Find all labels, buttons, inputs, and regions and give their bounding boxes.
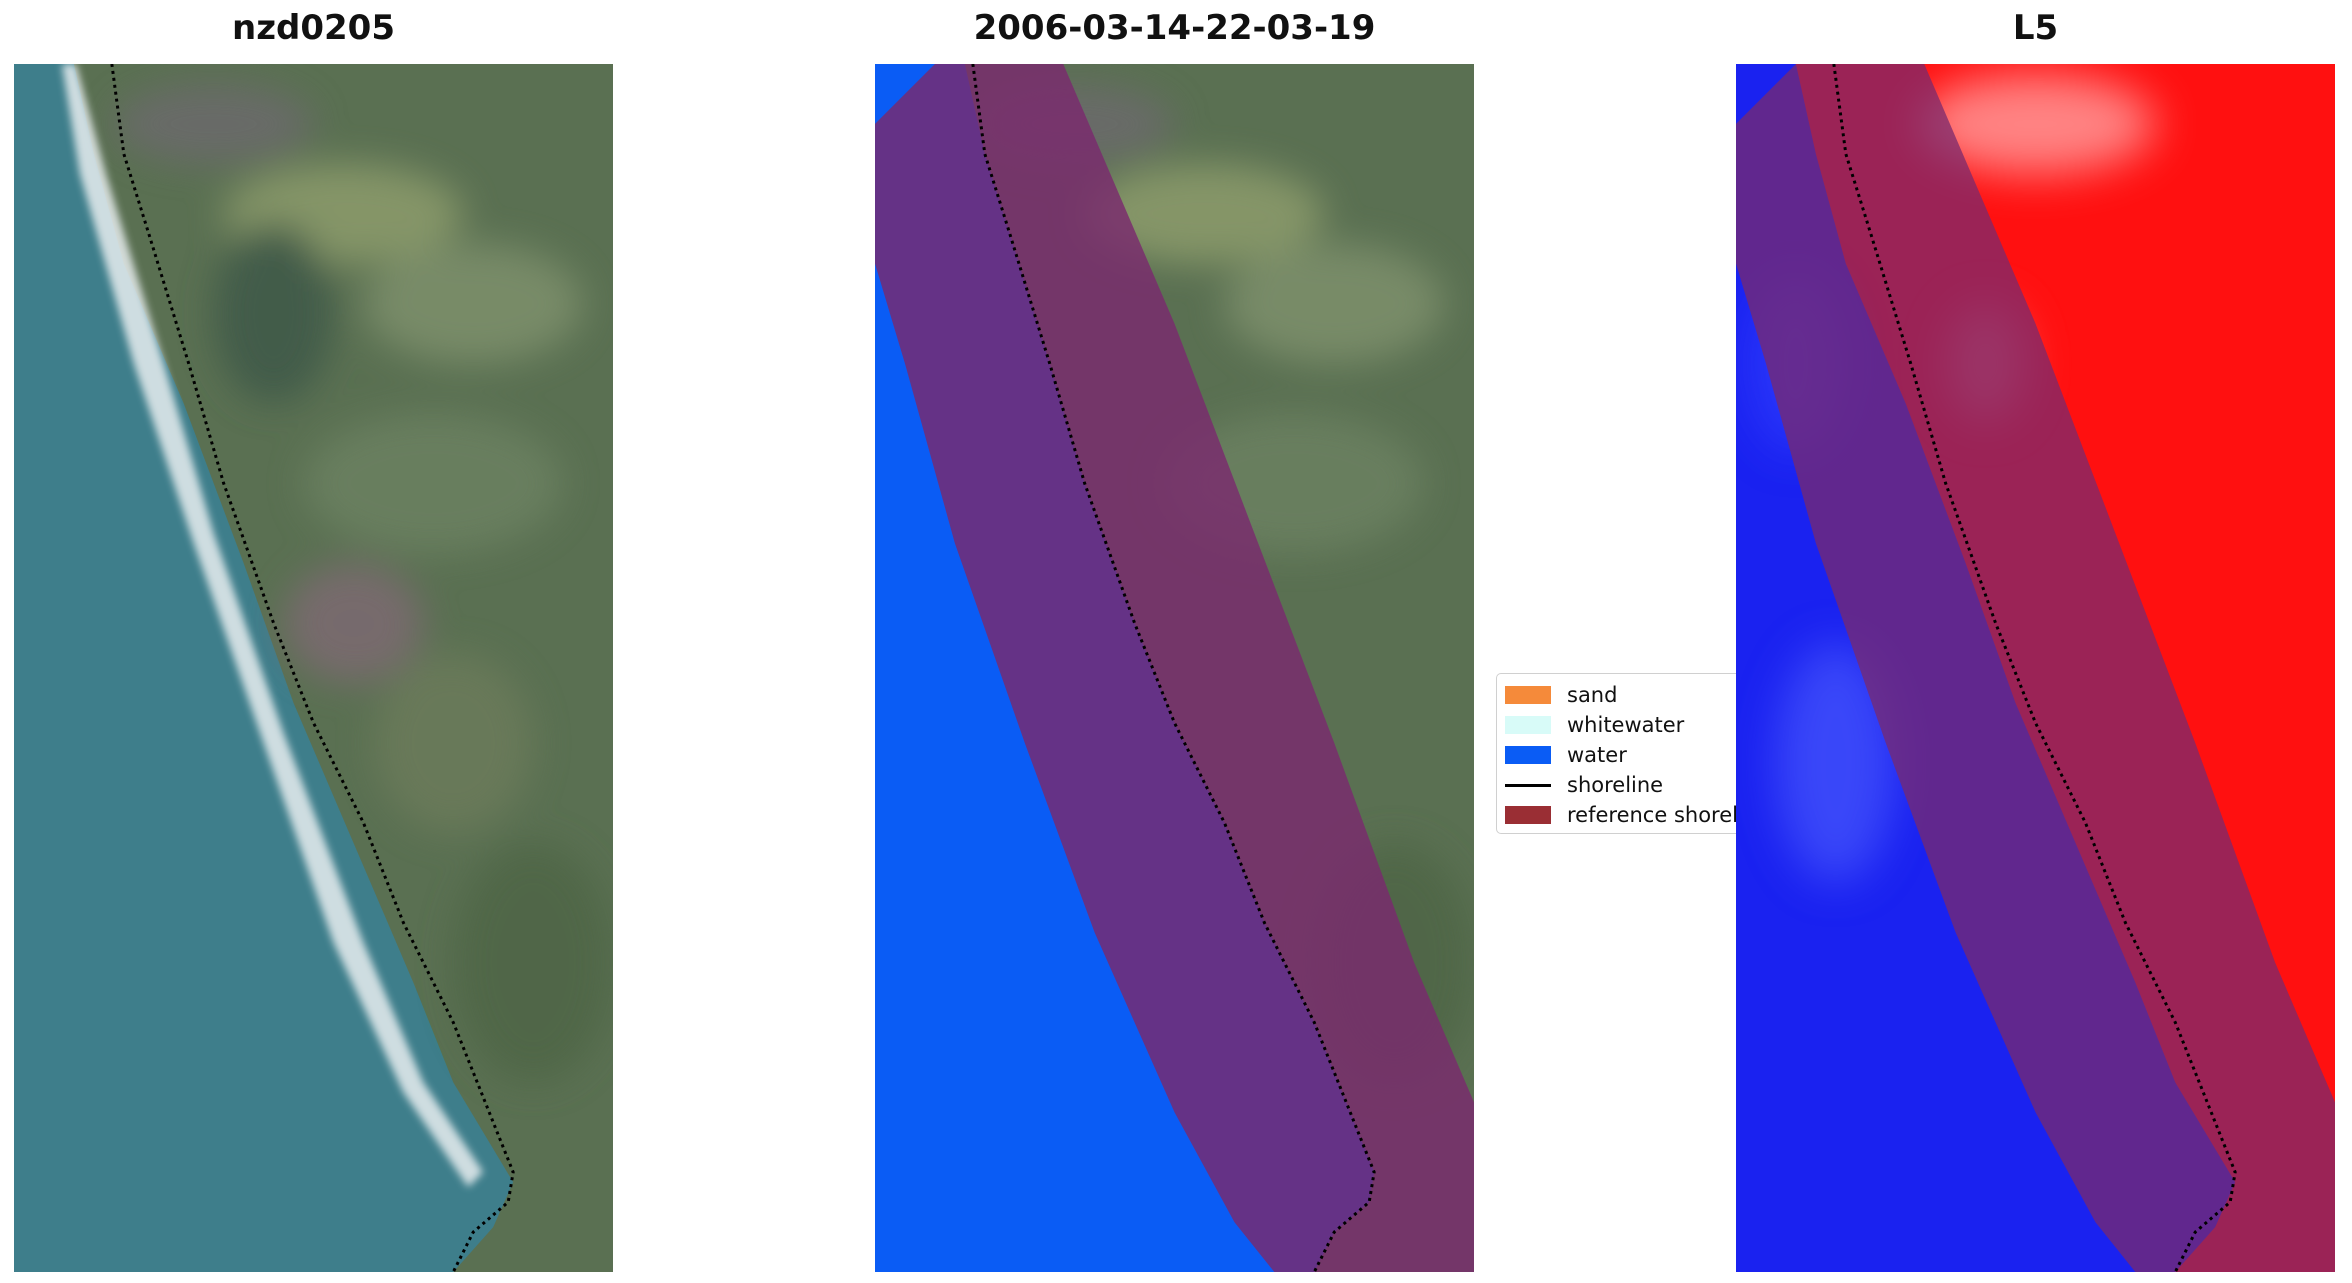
shoreline-line-swatch bbox=[1505, 783, 1551, 787]
legend-label: whitewater bbox=[1567, 713, 1685, 737]
whitewater-swatch bbox=[1505, 716, 1551, 734]
sand-swatch bbox=[1505, 686, 1551, 704]
panel-title-index: L5 bbox=[2012, 8, 2059, 48]
legend-label: reference shoreline bbox=[1567, 803, 1750, 827]
legend-label: sand bbox=[1567, 683, 1618, 707]
legend-item-shoreline: shoreline bbox=[1505, 770, 1663, 800]
legend-item-reference-shoreline: reference shoreline bbox=[1505, 800, 1750, 830]
classified-image bbox=[875, 64, 1474, 1272]
panel-title-rgb: nzd0205 bbox=[232, 8, 395, 48]
legend-item-sand: sand bbox=[1505, 680, 1617, 710]
reference-shoreline-swatch bbox=[1505, 806, 1551, 824]
index-image bbox=[1736, 64, 2335, 1272]
legend-label: water bbox=[1567, 743, 1627, 767]
legend: sand whitewater water shoreline referenc… bbox=[1496, 673, 1750, 834]
rgb-satellite-image bbox=[14, 64, 613, 1272]
water-swatch bbox=[1505, 746, 1551, 764]
legend-item-whitewater: whitewater bbox=[1505, 710, 1684, 740]
panel-title-classified: 2006-03-14-22-03-19 bbox=[973, 8, 1376, 48]
legend-label: shoreline bbox=[1567, 773, 1664, 797]
legend-item-water: water bbox=[1505, 740, 1627, 770]
